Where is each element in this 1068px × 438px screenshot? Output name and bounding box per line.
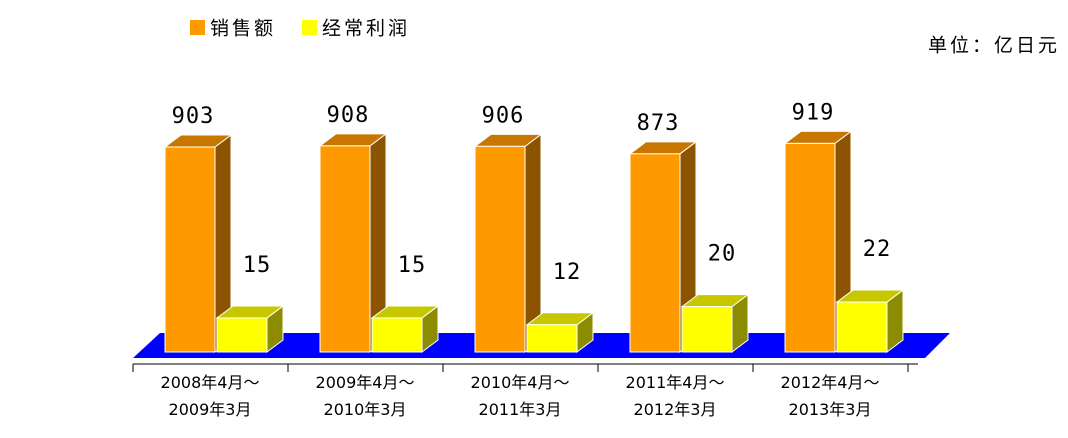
legend-swatch — [190, 20, 205, 35]
value-label: 20 — [708, 242, 737, 267]
x-tick-label: 2008年4月～ 2009年3月 — [161, 373, 260, 419]
bar — [783, 130, 853, 353]
value-label: 919 — [792, 100, 835, 125]
bar — [318, 132, 388, 353]
value-label: 906 — [482, 103, 525, 128]
bar — [525, 311, 595, 353]
value-label: 12 — [553, 260, 582, 285]
bar — [163, 134, 233, 353]
value-label: 15 — [398, 253, 427, 278]
bar-front — [474, 145, 526, 353]
bar-front — [526, 324, 578, 353]
value-label: 873 — [637, 111, 680, 136]
bar-front — [216, 317, 268, 353]
x-tick-label: 2010年4月～ 2011年3月 — [471, 373, 570, 419]
x-tick-label: 2012年4月～ 2013年3月 — [781, 373, 880, 419]
unit-annotation: 单位：亿日元 — [928, 35, 1060, 57]
bar-front — [681, 306, 733, 353]
value-label: 908 — [327, 103, 370, 128]
bar-front — [319, 145, 371, 353]
bar — [370, 304, 440, 353]
legend-label: 销售额 — [210, 18, 276, 40]
bar — [215, 304, 285, 353]
bar-front — [836, 301, 888, 353]
bar-front — [784, 142, 836, 353]
legend-swatch — [302, 20, 317, 35]
value-label: 15 — [243, 253, 272, 278]
bar — [835, 289, 905, 353]
value-label: 22 — [863, 237, 892, 262]
bar-front — [164, 146, 216, 353]
x-tick-label: 2009年4月～ 2010年3月 — [316, 373, 415, 419]
bar — [473, 133, 543, 353]
bar — [628, 140, 698, 353]
bar-front — [629, 153, 681, 353]
bar-front — [371, 317, 423, 353]
x-tick-label: 2011年4月～ 2012年3月 — [626, 373, 725, 419]
legend-label: 经常利润 — [322, 18, 410, 40]
bar — [680, 293, 750, 353]
value-label: 903 — [172, 104, 215, 129]
